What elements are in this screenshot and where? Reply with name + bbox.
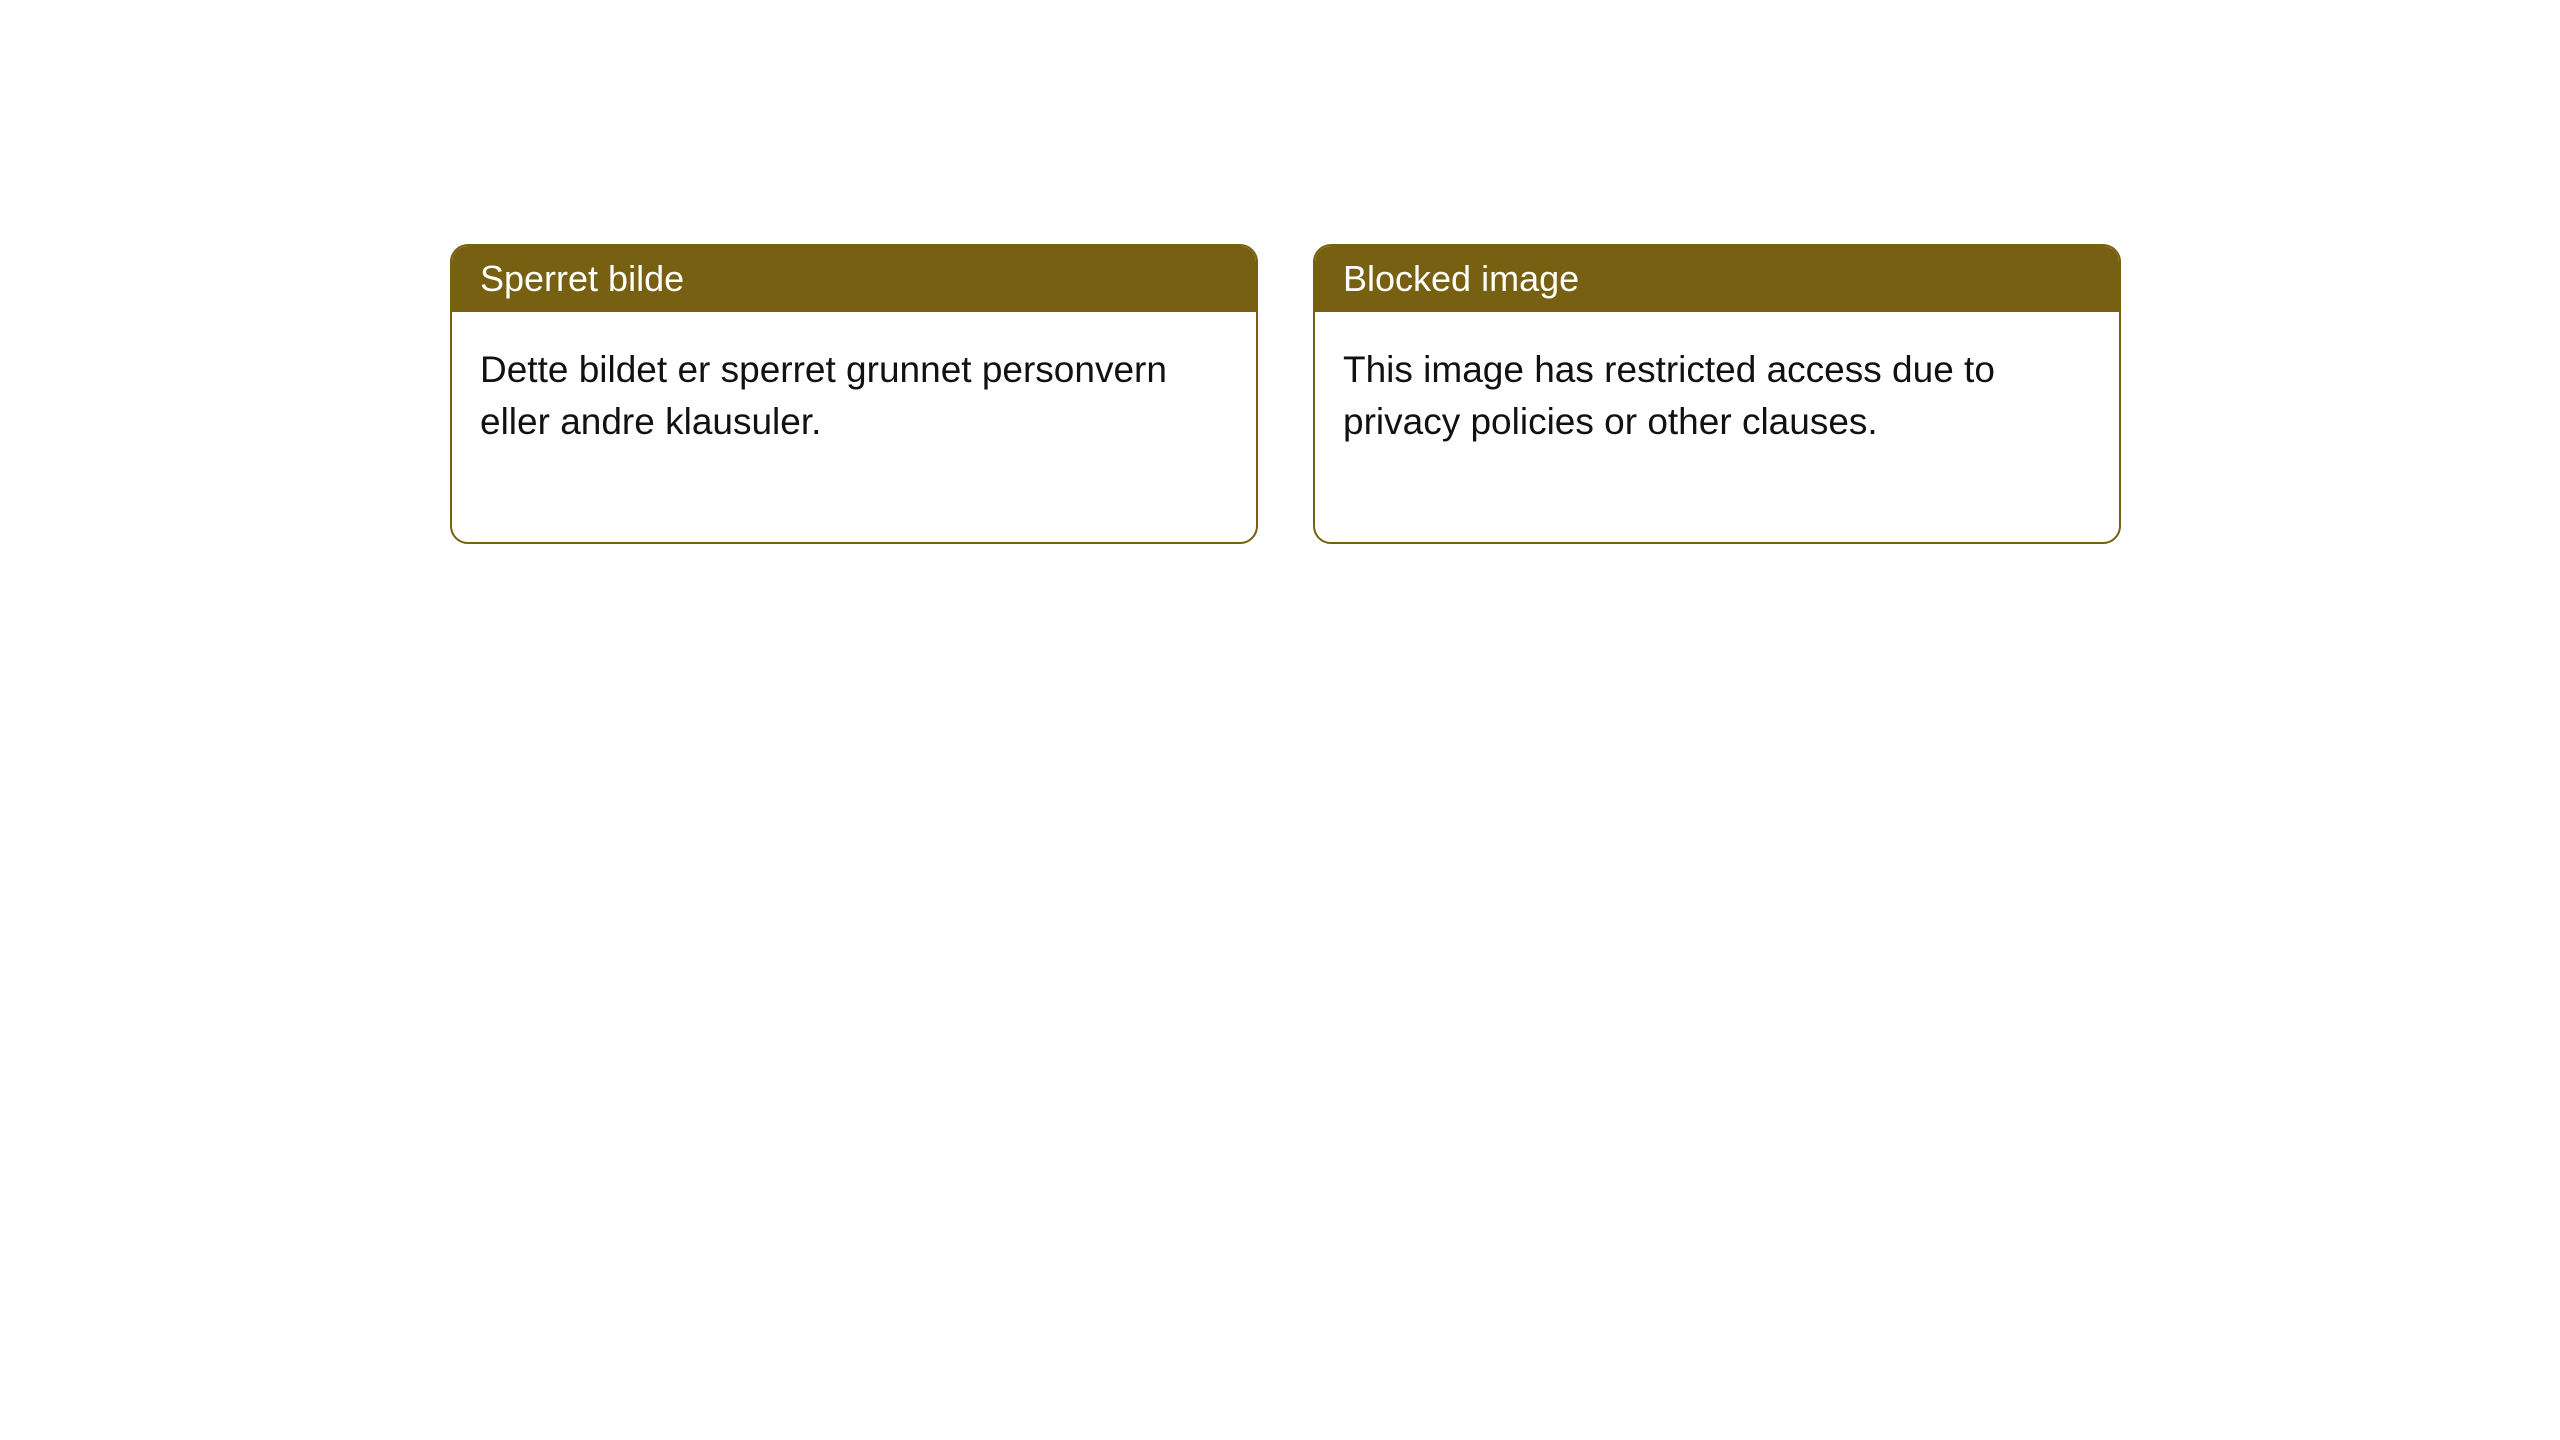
notice-title: Sperret bilde (480, 258, 684, 299)
notice-body-text: This image has restricted access due to … (1343, 349, 1995, 442)
notice-body: This image has restricted access due to … (1315, 312, 2119, 542)
notice-header: Blocked image (1315, 246, 2119, 312)
notice-body: Dette bildet er sperret grunnet personve… (452, 312, 1256, 542)
notice-header: Sperret bilde (452, 246, 1256, 312)
notice-card-norwegian: Sperret bilde Dette bildet er sperret gr… (450, 244, 1258, 544)
notice-container: Sperret bilde Dette bildet er sperret gr… (450, 244, 2121, 544)
notice-title: Blocked image (1343, 258, 1579, 299)
notice-card-english: Blocked image This image has restricted … (1313, 244, 2121, 544)
notice-body-text: Dette bildet er sperret grunnet personve… (480, 349, 1167, 442)
